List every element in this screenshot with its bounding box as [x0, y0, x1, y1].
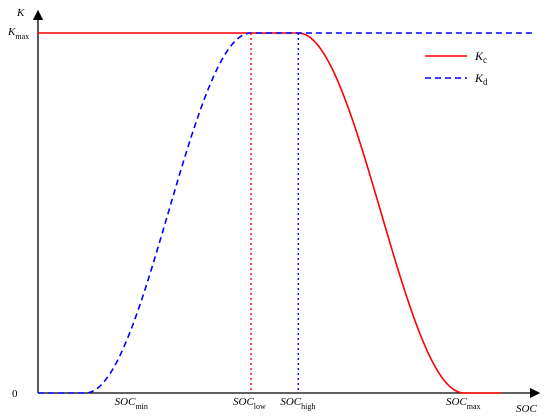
legend-label-d: Kd	[474, 71, 488, 87]
x-axis-label: SOC	[516, 403, 537, 415]
y-tick-label-zero: 0	[12, 388, 18, 400]
series-kd-line	[38, 32, 535, 394]
x-tick-label-high: SOChigh	[280, 396, 315, 411]
y-axis-label: K	[16, 7, 25, 19]
series-kc-line	[38, 32, 502, 394]
x-tick-label-low: SOClow	[233, 396, 266, 411]
x-tick-label-min: SOCmin	[115, 396, 148, 411]
x-tick-label-max: SOCmax	[446, 396, 481, 411]
plot-area: SOC K SOCmin SOClow SOChigh SOCmax Kmax 0 Kc Kd	[7, 7, 541, 415]
legend-label-c: Kc	[474, 49, 487, 65]
y-tick-label-max: Kmax	[7, 26, 29, 41]
